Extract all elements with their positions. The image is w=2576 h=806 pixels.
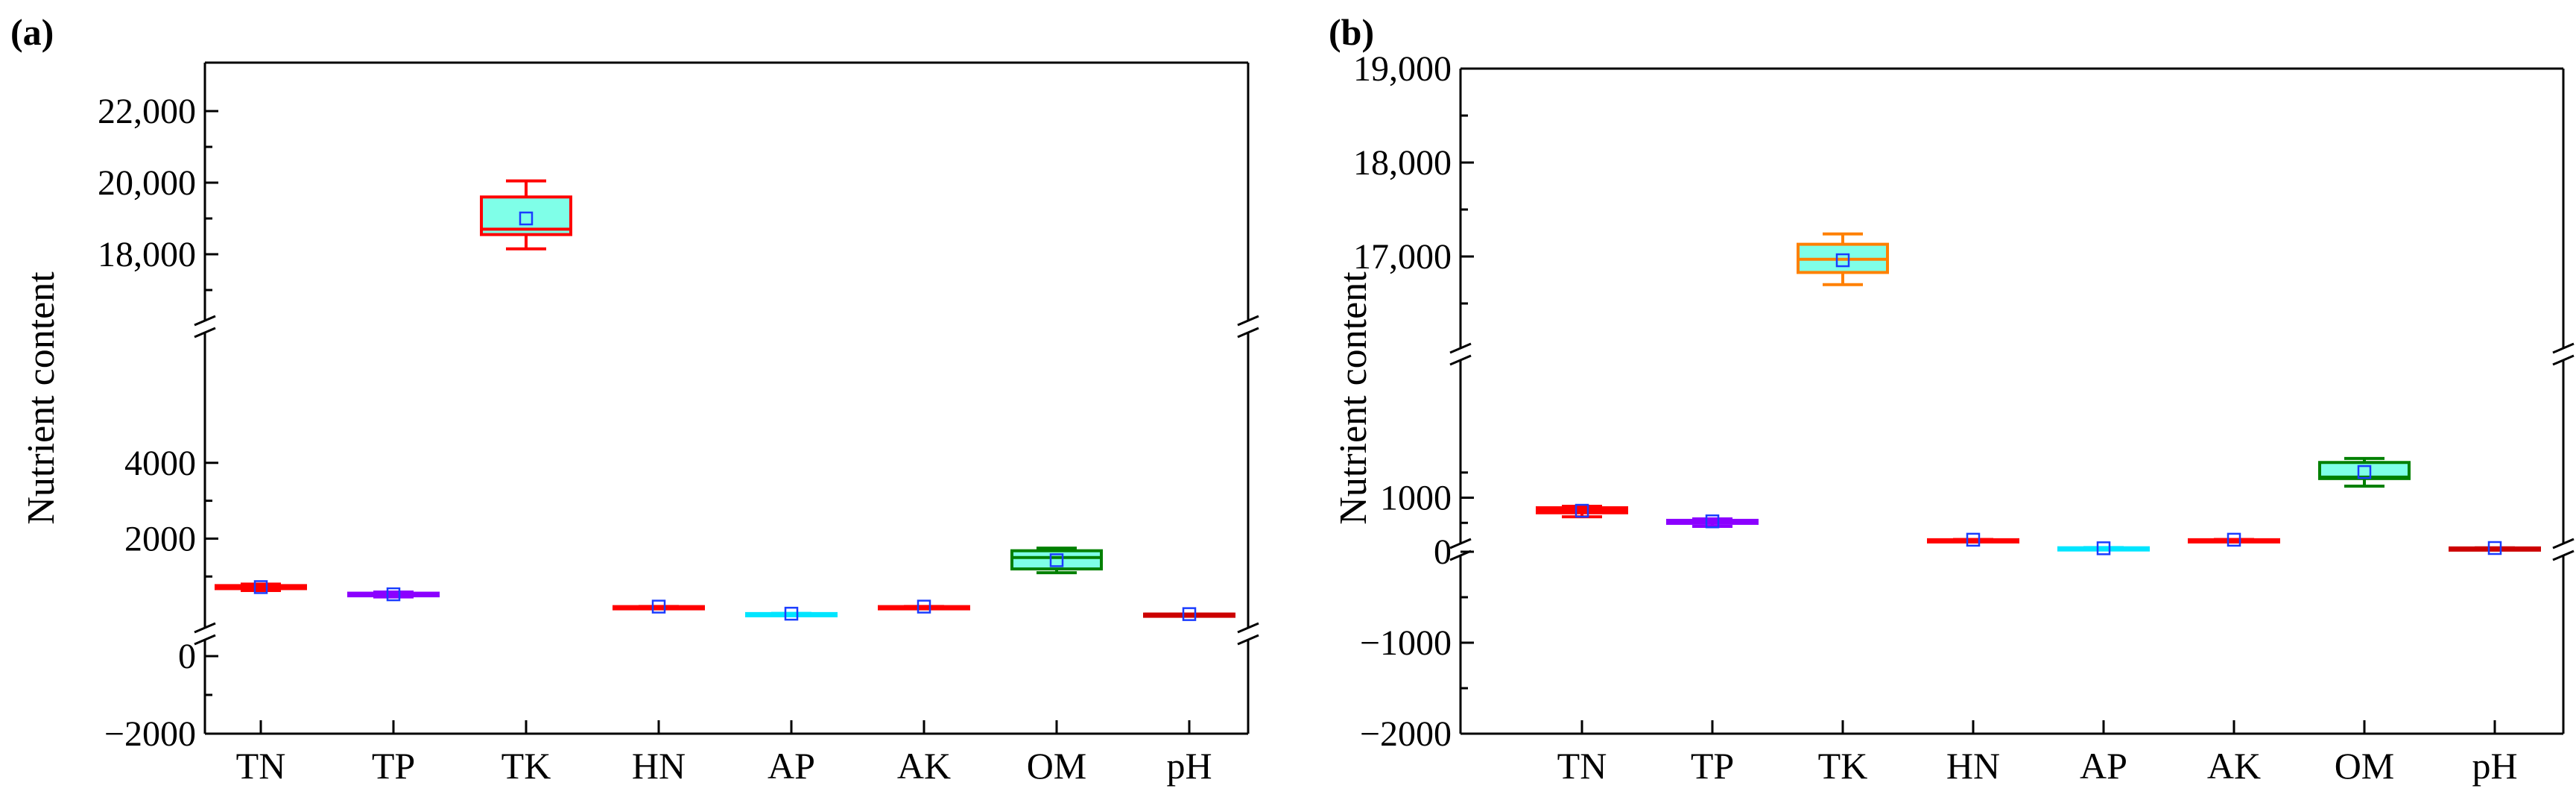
y-tick-label: 22,000 (98, 92, 196, 131)
x-tick-label: OM (1027, 745, 1087, 787)
box-tk (480, 179, 572, 251)
y-tick-label: 18,000 (1353, 143, 1452, 183)
box-tp (1666, 514, 1759, 529)
axis-break-mark (194, 327, 216, 339)
mean-marker (1705, 514, 1720, 529)
mean-marker (1966, 532, 1981, 547)
x-tick-label: pH (2472, 745, 2517, 787)
y-axis-title: Nutrient content (20, 271, 63, 525)
box-ph (2449, 541, 2541, 555)
chart-panel-a: 22,000 20,000 18,000 4000 2000 0 −2000 Nutrient… (10, 11, 1259, 787)
axis-break-mark (2552, 550, 2575, 561)
chart-panel-b: 19,000 18,000 17,000 1000 0 −1000 −2000 Nutrien… (1329, 11, 2575, 787)
x-tick-label: AP (768, 745, 815, 787)
axis-break-mark (1237, 634, 1259, 646)
box-tp (347, 587, 440, 602)
box-tk (1797, 232, 1889, 286)
x-tick-label: OM (2335, 745, 2395, 787)
mean-marker (2487, 541, 2502, 555)
mean-marker (1049, 553, 1064, 567)
axis-break-mark (194, 315, 216, 327)
y-tick-label: 20,000 (98, 163, 196, 203)
mean-marker (917, 599, 931, 614)
mean-marker (2096, 541, 2111, 555)
x-tick-label: TK (1818, 745, 1868, 787)
axis-break-mark (1237, 327, 1259, 339)
panel-label: (a) (10, 11, 54, 53)
y-tick-label: −1000 (1360, 623, 1452, 663)
axis-break-mark (1237, 315, 1259, 327)
x-tick-label: AK (2207, 745, 2261, 787)
x-tick-label: AK (897, 745, 951, 787)
y-tick-label: 18,000 (98, 235, 196, 274)
axis-break-mark (1449, 538, 1472, 550)
axis-break-mark (1237, 622, 1259, 634)
y-tick-label: 19,000 (1353, 49, 1452, 89)
axis-break-mark (2552, 342, 2575, 354)
x-tick-label: HN (632, 745, 686, 787)
box-om (2318, 456, 2411, 488)
y-tick-label: 0 (1434, 532, 1452, 572)
x-tick-label: pH (1166, 745, 1212, 787)
mean-marker (651, 599, 666, 614)
box-ak (2188, 532, 2280, 547)
x-tick-label: TN (1557, 745, 1607, 787)
axis-break-mark (2552, 538, 2575, 550)
mean-marker (519, 211, 534, 226)
box-tn (215, 580, 307, 594)
y-axis-title: Nutrient content (1332, 271, 1375, 525)
mean-marker (1835, 253, 1850, 268)
y-tick-label: −2000 (104, 714, 196, 754)
axis-break-mark (1449, 342, 1472, 354)
box-tn (1536, 503, 1628, 519)
box-ph (1143, 607, 1235, 621)
box-ak (878, 599, 970, 614)
y-tick-label: 17,000 (1353, 237, 1452, 277)
box-hn (613, 599, 705, 614)
axis-break-mark (194, 622, 216, 634)
mean-marker (2357, 465, 2372, 479)
mean-marker (784, 606, 799, 621)
y-tick-label: 0 (178, 637, 196, 676)
x-tick-label: TN (236, 745, 286, 787)
y-tick-label: 4000 (124, 444, 196, 483)
x-tick-label: TP (372, 745, 415, 787)
box-hn (1927, 532, 2019, 547)
box-ap (2057, 541, 2150, 555)
panel-label: (b) (1329, 11, 1374, 53)
y-tick-label: −2000 (1360, 714, 1452, 754)
y-tick-label: 1000 (1380, 479, 1452, 518)
axis-break-mark (194, 634, 216, 646)
mean-marker (386, 587, 401, 602)
x-tick-label: HN (1946, 745, 2000, 787)
box-om (1010, 547, 1103, 575)
mean-marker (1575, 503, 1589, 518)
x-tick-label: TP (1691, 745, 1734, 787)
x-tick-label: AP (2080, 745, 2127, 787)
axis-break-mark (2552, 354, 2575, 366)
axis-break-mark (1449, 354, 1472, 366)
y-tick-label: 2000 (124, 519, 196, 558)
box-ap (745, 606, 838, 621)
mean-marker (253, 580, 268, 594)
x-tick-label: TK (501, 745, 551, 787)
mean-marker (2227, 532, 2241, 547)
mean-marker (1182, 607, 1197, 621)
